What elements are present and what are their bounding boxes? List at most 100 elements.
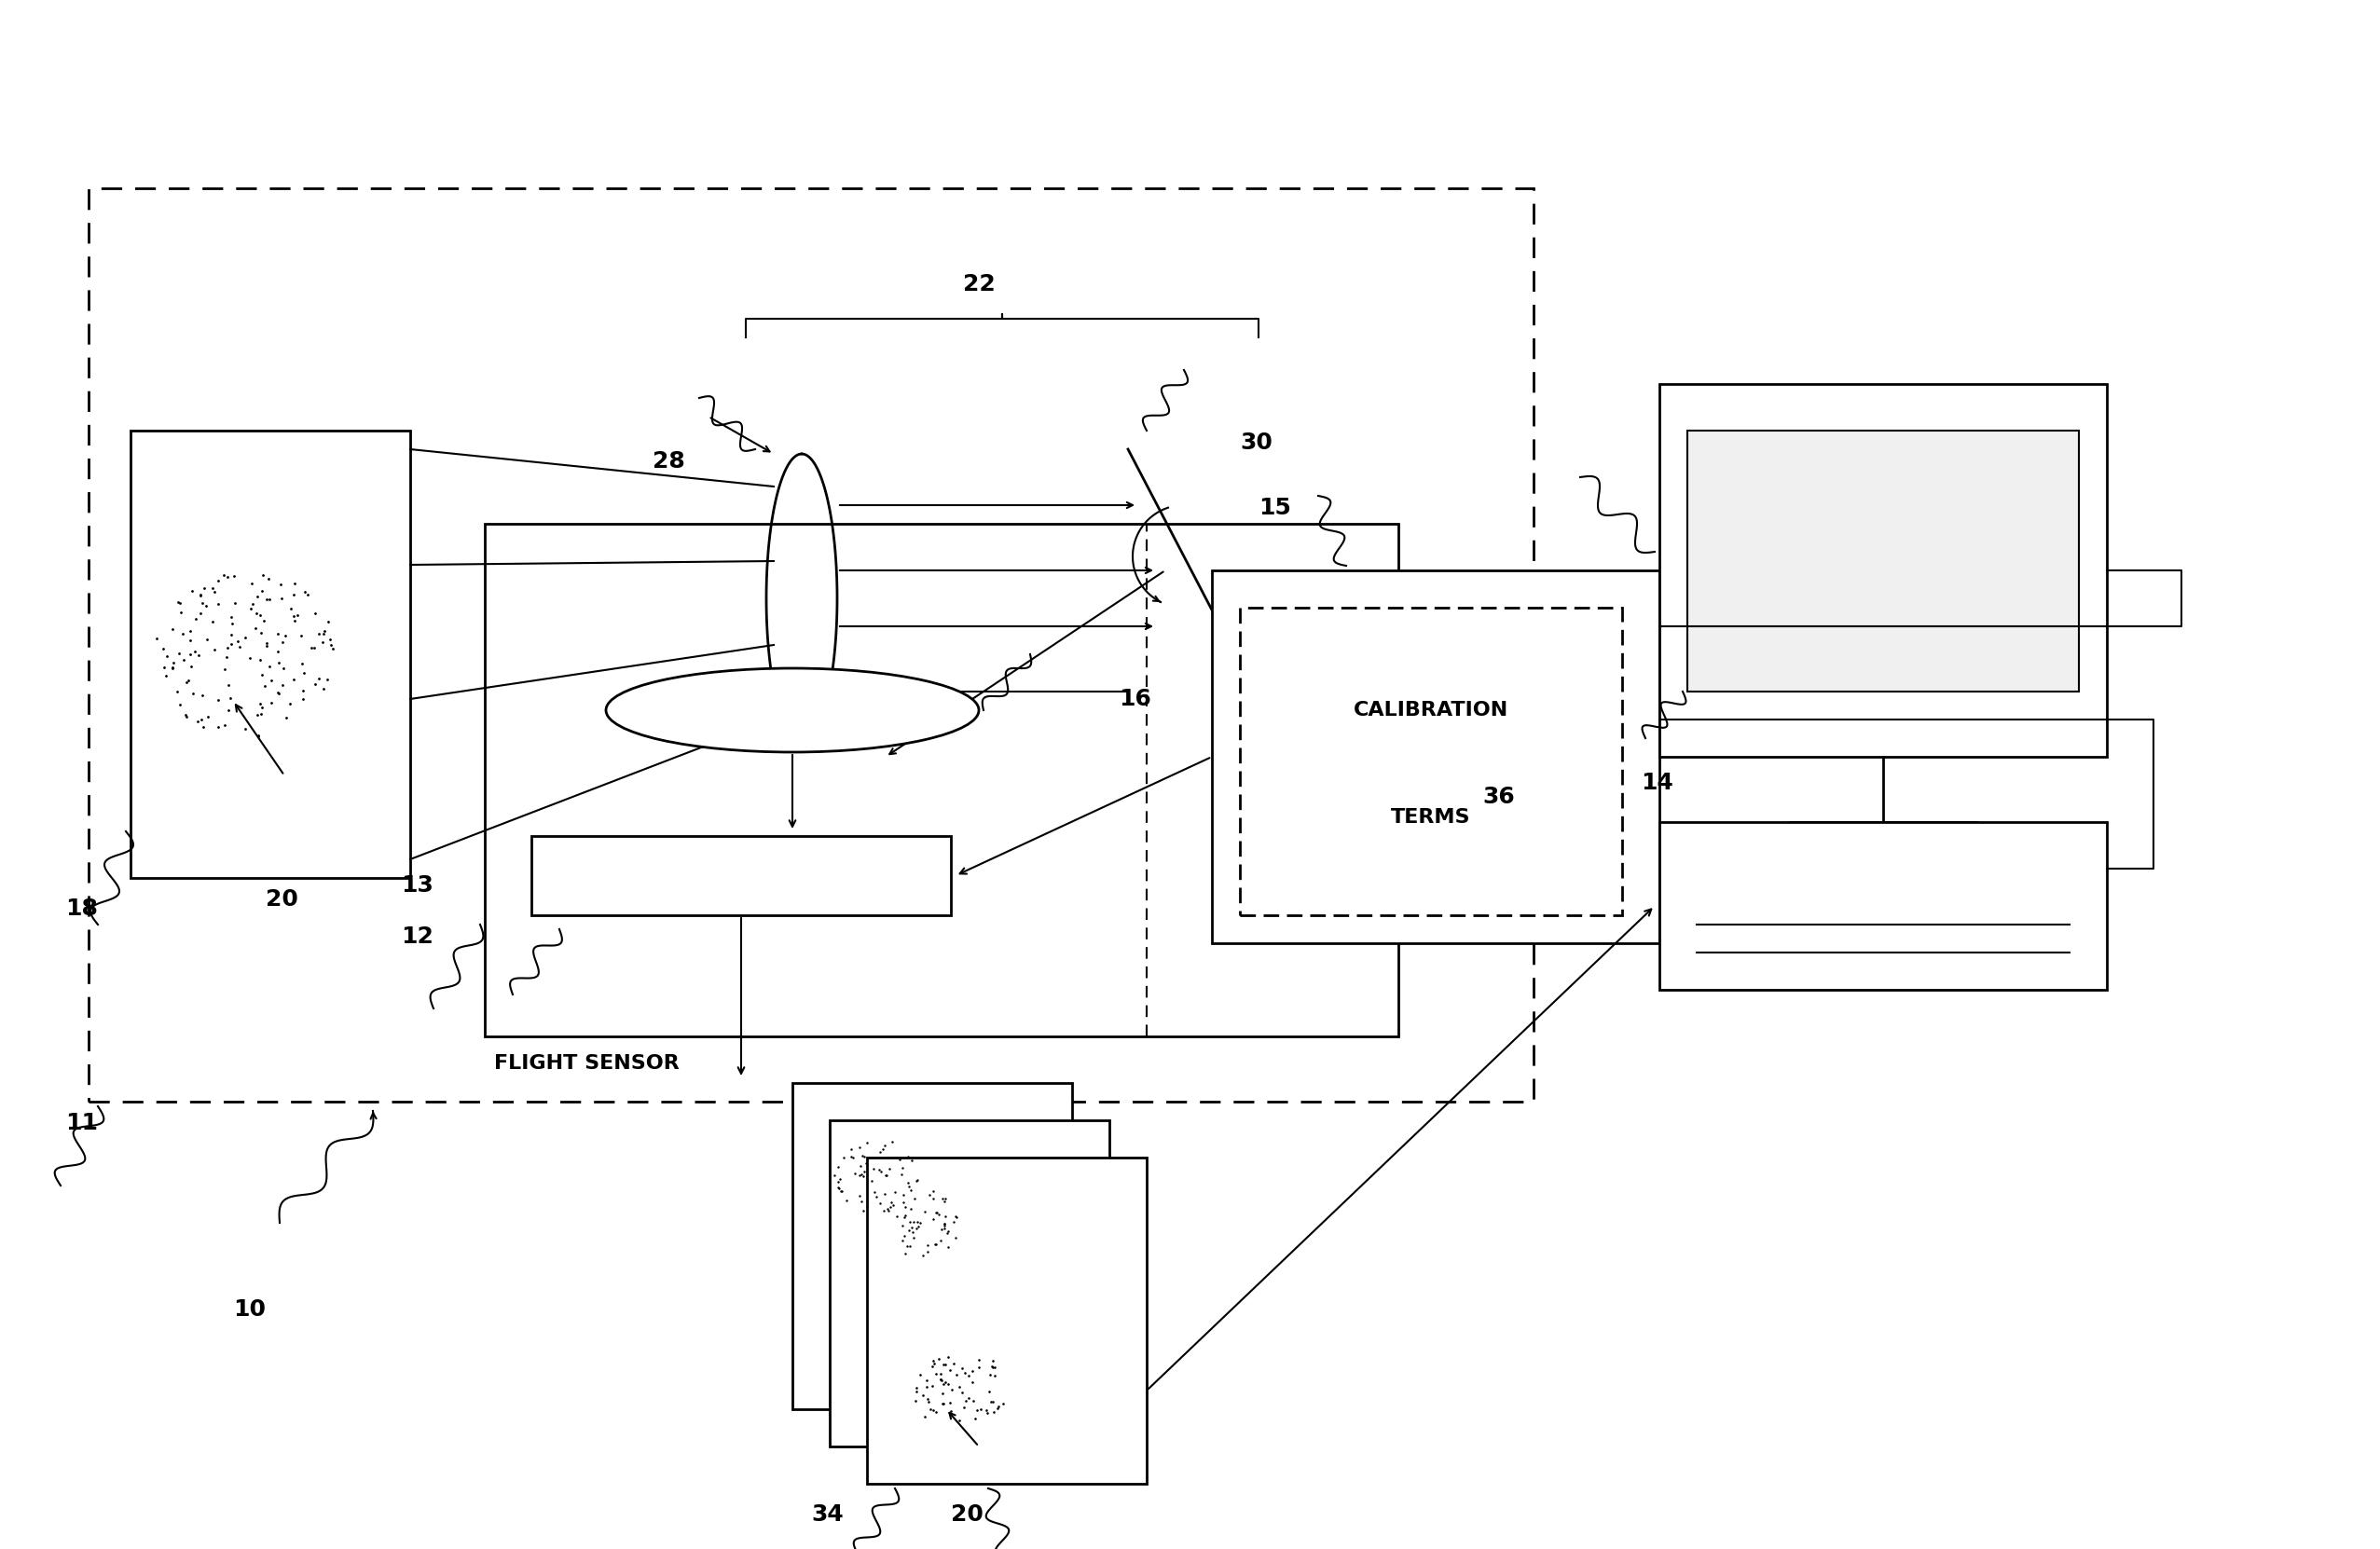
Point <box>854 1157 892 1182</box>
Point <box>885 1182 923 1207</box>
Text: 36: 36 <box>1483 785 1514 809</box>
Point <box>248 587 286 612</box>
Point <box>193 576 231 601</box>
Point <box>238 703 276 728</box>
Bar <box>1211 570 1659 943</box>
Point <box>954 1358 992 1383</box>
Point <box>885 1205 923 1230</box>
Point <box>250 654 288 678</box>
Point <box>976 1363 1014 1388</box>
Bar <box>1659 823 2106 990</box>
Point <box>962 1397 1000 1422</box>
Point <box>873 1193 912 1218</box>
Point <box>231 596 269 621</box>
Ellipse shape <box>607 668 978 753</box>
Point <box>878 1204 916 1228</box>
Point <box>847 1194 885 1219</box>
Point <box>928 1345 966 1369</box>
Point <box>276 572 314 596</box>
Point <box>931 1389 969 1414</box>
Point <box>897 1166 935 1191</box>
Point <box>907 1368 945 1393</box>
Point <box>845 1159 883 1183</box>
Point <box>262 586 300 610</box>
Point <box>969 1397 1007 1422</box>
Point <box>159 641 198 666</box>
Point <box>823 1179 862 1204</box>
Text: 20: 20 <box>952 1504 983 1526</box>
Point <box>174 578 212 603</box>
Point <box>314 637 352 661</box>
Point <box>923 1391 962 1416</box>
Point <box>286 579 324 604</box>
Point <box>976 1355 1014 1380</box>
Point <box>916 1233 954 1258</box>
Point <box>954 1369 992 1394</box>
Point <box>233 570 271 595</box>
Point <box>243 696 281 720</box>
Point <box>240 692 278 717</box>
Point <box>866 1134 904 1159</box>
Point <box>895 1388 933 1413</box>
Point <box>209 635 248 660</box>
Point <box>252 691 290 716</box>
Point <box>157 678 195 703</box>
Point <box>214 564 252 589</box>
Point <box>959 1348 997 1372</box>
Point <box>900 1211 938 1236</box>
Point <box>300 621 338 646</box>
Point <box>264 630 302 655</box>
Point <box>845 1199 883 1224</box>
Point <box>300 666 338 691</box>
Point <box>181 582 219 607</box>
Point <box>916 1400 954 1425</box>
Point <box>921 1202 959 1227</box>
Point <box>914 1354 952 1379</box>
Point <box>933 1399 971 1424</box>
Bar <box>531 836 952 915</box>
Point <box>928 1219 966 1244</box>
Point <box>162 590 200 615</box>
Point <box>205 562 243 587</box>
Point <box>890 1174 928 1199</box>
Point <box>819 1169 857 1194</box>
Point <box>885 1241 923 1266</box>
Point <box>938 1362 976 1386</box>
Point <box>259 640 298 665</box>
Point <box>181 601 219 626</box>
Point <box>233 592 271 617</box>
Point <box>245 674 283 699</box>
Point <box>283 651 321 675</box>
Point <box>178 708 217 733</box>
Point <box>926 1211 964 1236</box>
Point <box>907 1374 945 1399</box>
Point <box>226 717 264 742</box>
Point <box>923 1187 962 1211</box>
Point <box>869 1145 907 1169</box>
Point <box>188 703 226 728</box>
Point <box>926 1204 964 1228</box>
Point <box>183 590 221 615</box>
Point <box>973 1355 1011 1380</box>
Point <box>212 686 250 711</box>
Point <box>193 610 231 635</box>
Point <box>200 592 238 617</box>
Point <box>248 630 286 655</box>
Point <box>909 1386 947 1411</box>
Point <box>240 647 278 672</box>
Point <box>243 661 281 686</box>
Point <box>926 1372 964 1397</box>
Point <box>890 1218 928 1242</box>
Point <box>148 663 186 688</box>
Point <box>212 610 250 635</box>
Point <box>950 1363 988 1388</box>
Point <box>973 1354 1011 1379</box>
Point <box>259 680 298 705</box>
Point <box>897 1379 935 1403</box>
Point <box>916 1200 954 1225</box>
Point <box>181 582 219 607</box>
Point <box>942 1355 981 1380</box>
Point <box>274 582 312 607</box>
Point <box>847 1131 885 1156</box>
Point <box>174 682 212 706</box>
